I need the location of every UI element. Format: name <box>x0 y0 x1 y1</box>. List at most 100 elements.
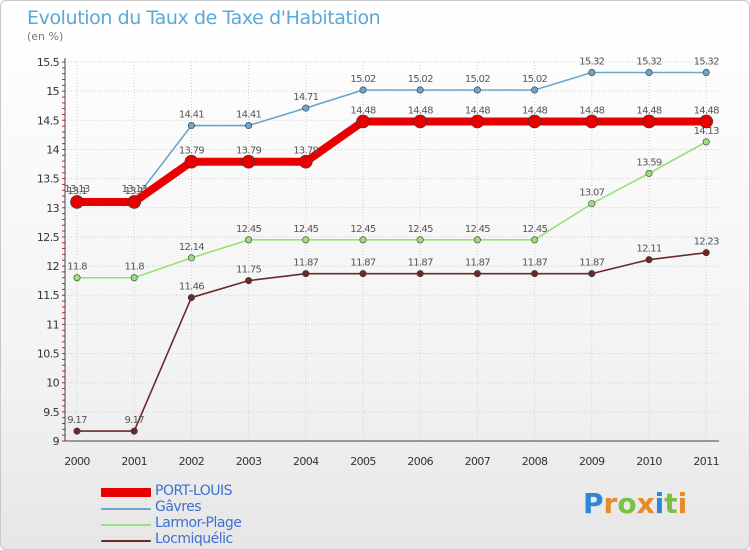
data-point-larmor-plage <box>73 274 81 282</box>
data-point-larmor-plage <box>245 236 253 244</box>
data-label-g-vres: 13.13 <box>122 184 147 195</box>
data-label-larmor-plage: 12.45 <box>522 224 547 235</box>
data-label-locmiqu-lic: 11.87 <box>465 258 490 269</box>
data-label-g-vres: 15.02 <box>350 74 375 85</box>
logo-letter: P <box>583 487 604 520</box>
data-point-g-vres <box>531 86 539 94</box>
data-label-locmiqu-lic: 11.87 <box>350 258 375 269</box>
data-label-port-louis: 13.1 <box>124 186 144 197</box>
data-point-port-louis <box>298 154 313 169</box>
data-point-locmiqu-lic <box>588 270 596 278</box>
data-point-locmiqu-lic <box>302 270 310 278</box>
data-point-g-vres <box>302 104 310 112</box>
y-tick-label: 11.5 <box>37 289 60 302</box>
data-point-larmor-plage <box>302 236 310 244</box>
legend-swatch-larmor-plage <box>101 524 151 526</box>
data-point-port-louis <box>470 114 485 129</box>
data-point-g-vres <box>187 122 195 130</box>
data-point-port-louis <box>127 195 141 209</box>
y-tick-label: 13.5 <box>37 173 60 186</box>
logo-letter: r <box>603 487 618 520</box>
data-label-larmor-plage: 14.13 <box>694 126 719 137</box>
data-point-locmiqu-lic <box>702 249 710 257</box>
y-tick-label: 15 <box>46 85 59 98</box>
data-label-port-louis: 13.79 <box>236 146 261 157</box>
series-line-larmor-plage <box>77 141 707 279</box>
data-point-larmor-plage <box>130 274 138 282</box>
data-point-g-vres <box>416 86 424 94</box>
x-tick-label: 2011 <box>693 455 719 468</box>
data-point-port-louis <box>241 154 256 169</box>
data-label-larmor-plage: 13.59 <box>636 157 661 168</box>
data-point-port-louis <box>527 114 542 129</box>
data-label-port-louis: 13.79 <box>179 146 204 157</box>
data-label-g-vres: 14.71 <box>293 92 318 103</box>
data-label-g-vres: 14.41 <box>179 110 204 121</box>
y-tick-label: 13 <box>46 202 59 215</box>
data-label-g-vres: 15.02 <box>408 74 433 85</box>
data-point-port-louis <box>184 154 199 169</box>
legend-label-larmor-plage: Larmor-Plage <box>155 515 242 531</box>
data-label-g-vres: 15.02 <box>522 74 547 85</box>
y-tick-label: 14 <box>46 143 59 156</box>
x-tick-label: 2001 <box>121 455 147 468</box>
logo-letter: o <box>617 487 637 520</box>
data-point-locmiqu-lic <box>245 277 253 285</box>
x-tick-label: 2009 <box>579 455 605 468</box>
data-point-port-louis <box>584 114 599 129</box>
y-tick-label: 9.5 <box>43 406 59 419</box>
data-point-locmiqu-lic <box>531 270 539 278</box>
data-label-port-louis: 14.48 <box>350 105 375 116</box>
x-tick-label: 2000 <box>64 455 90 468</box>
logo-letter: i <box>677 487 688 520</box>
logo-letter: i <box>654 487 665 520</box>
data-point-g-vres <box>702 68 710 76</box>
data-label-g-vres: 13.13 <box>64 184 89 195</box>
line-chart: 9 9.5 10 10.5 11 11.5 12 12.5 13 13.5 14 14.5 15 15.5… <box>37 56 720 468</box>
data-label-locmiqu-lic: 11.46 <box>179 282 204 293</box>
logo-letter: t <box>664 487 678 520</box>
data-label-larmor-plage: 11.8 <box>67 262 87 273</box>
data-point-larmor-plage <box>416 236 424 244</box>
legend-label-port-louis: PORT-LOUIS <box>155 483 233 499</box>
series-line-port-louis <box>77 117 707 206</box>
data-point-larmor-plage <box>187 254 195 262</box>
series-line-g-vres <box>77 71 707 201</box>
x-tick-label: 2010 <box>636 455 662 468</box>
data-label-locmiqu-lic: 12.23 <box>694 237 719 248</box>
data-label-locmiqu-lic: 11.87 <box>522 258 547 269</box>
legend-label-locmiquelic: Locmiquélic <box>155 531 233 547</box>
data-label-larmor-plage: 13.07 <box>579 188 604 199</box>
x-tick-label: 2006 <box>407 455 433 468</box>
legend-swatch-gavres <box>101 508 151 510</box>
data-label-larmor-plage: 12.45 <box>408 224 433 235</box>
data-label-larmor-plage: 12.45 <box>236 224 261 235</box>
y-tick-label: 12.5 <box>37 231 60 244</box>
x-tick-label: 2003 <box>236 455 262 468</box>
y-tick-label: 9 <box>53 435 60 448</box>
legend-label-gavres: Gâvres <box>155 499 202 515</box>
data-point-g-vres <box>588 68 596 76</box>
y-tick-label: 11 <box>46 318 59 331</box>
data-point-larmor-plage <box>473 236 481 244</box>
data-label-g-vres: 15.02 <box>465 74 490 85</box>
data-label-port-louis: 14.48 <box>522 105 547 116</box>
data-point-locmiqu-lic <box>187 294 195 302</box>
data-point-larmor-plage <box>588 200 596 208</box>
data-point-locmiqu-lic <box>473 270 481 278</box>
data-label-larmor-plage: 12.45 <box>293 224 318 235</box>
data-point-larmor-plage <box>645 169 653 177</box>
data-label-g-vres: 15.32 <box>636 56 661 67</box>
data-label-locmiqu-lic: 11.87 <box>293 258 318 269</box>
data-label-locmiqu-lic: 12.11 <box>636 244 661 255</box>
y-tick-label: 10.5 <box>37 348 60 361</box>
data-label-locmiqu-lic: 11.87 <box>408 258 433 269</box>
legend-swatch-port-louis <box>101 488 151 497</box>
proxiti-logo: Proxiti <box>583 487 687 520</box>
legend-swatch-locmiquelic <box>101 540 151 542</box>
data-label-g-vres: 14.41 <box>236 110 261 121</box>
data-point-locmiqu-lic <box>130 427 138 435</box>
data-label-locmiqu-lic: 9.17 <box>67 415 87 426</box>
data-label-larmor-plage: 12.45 <box>465 224 490 235</box>
